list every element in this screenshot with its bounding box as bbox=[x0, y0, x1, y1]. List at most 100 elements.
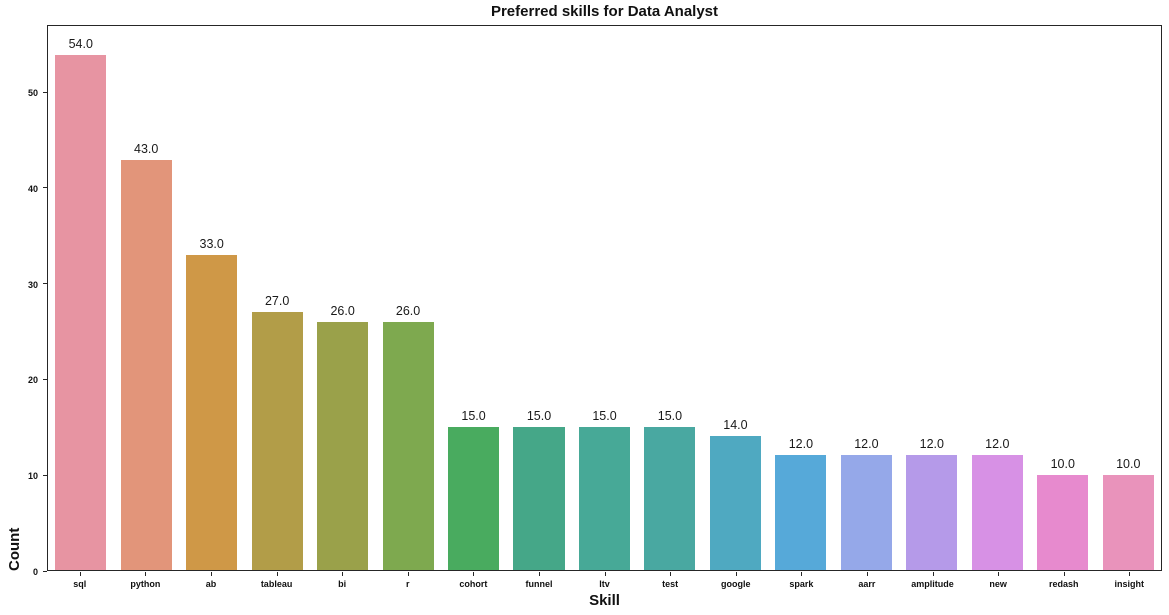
x-tick-mark bbox=[932, 572, 934, 576]
bar-value-label: 27.0 bbox=[264, 294, 290, 309]
x-tick-mark bbox=[538, 572, 540, 576]
bar-slot-amplitude: 12.0 bbox=[899, 26, 964, 570]
y-tick-label: 50 bbox=[27, 88, 38, 99]
bar-value-label: 15.0 bbox=[592, 408, 617, 423]
x-tick-mark bbox=[342, 572, 344, 576]
x-tick-label-amplitude: amplitude bbox=[900, 572, 966, 589]
x-tick-mark bbox=[145, 572, 147, 576]
bar-slot-tableau: 27.0 bbox=[244, 26, 309, 570]
x-tick-mark bbox=[604, 572, 606, 576]
bar-value-label: 26.0 bbox=[395, 303, 421, 318]
x-tick-mark bbox=[276, 572, 278, 576]
x-tick-label-bi: bi bbox=[309, 572, 375, 589]
x-tick-mark bbox=[1063, 572, 1065, 576]
bar-value-label: 33.0 bbox=[199, 237, 224, 252]
bar-slot-insight: 10.0 bbox=[1096, 26, 1161, 570]
bar-redash bbox=[1037, 474, 1089, 570]
bar-tableau bbox=[251, 312, 303, 570]
x-axis-label: Skill bbox=[589, 592, 620, 609]
y-tick-label: 20 bbox=[27, 375, 38, 386]
bar-amplitude bbox=[906, 455, 958, 570]
x-tick-label-google: google bbox=[703, 572, 769, 589]
bar-slot-r: 26.0 bbox=[375, 26, 440, 570]
x-tick-label-tableau: tableau bbox=[244, 572, 310, 589]
bar-value-label: 12.0 bbox=[919, 437, 944, 452]
bar-funnel bbox=[513, 426, 565, 570]
y-tick-label: 40 bbox=[27, 183, 38, 194]
x-tick-label-new: new bbox=[965, 572, 1031, 589]
x-tick-mark bbox=[866, 572, 868, 576]
bar-value-label: 43.0 bbox=[134, 141, 159, 156]
x-tick-label-cohort: cohort bbox=[441, 572, 507, 589]
y-tick-mark bbox=[43, 91, 47, 93]
bar-value-label: 14.0 bbox=[723, 418, 748, 433]
bar-slot-spark: 12.0 bbox=[768, 26, 833, 570]
x-tick-mark bbox=[735, 572, 737, 576]
bar-value-label: 15.0 bbox=[526, 408, 552, 423]
bar-sql bbox=[55, 54, 107, 570]
bar-slot-aarr: 12.0 bbox=[834, 26, 899, 570]
chart-title: Preferred skills for Data Analyst bbox=[490, 3, 719, 20]
bar-slot-ab: 33.0 bbox=[179, 26, 244, 570]
bar-value-label: 12.0 bbox=[788, 437, 814, 452]
x-axis: sql python ab tableau bi r cohort funnel ltv test… bbox=[47, 572, 1162, 589]
x-tick-label-ab: ab bbox=[178, 572, 244, 589]
y-axis: 0 10 20 30 40 50 bbox=[0, 25, 47, 577]
bar-insight bbox=[1102, 474, 1154, 570]
x-tick-label-spark: spark bbox=[769, 572, 835, 589]
x-tick-mark bbox=[670, 572, 672, 576]
bars-row: 54.0 43.0 33.0 27.0 26.0 26.0 15.0 15.0 15.0 15.0… bbox=[48, 26, 1161, 570]
bar-value-label: 26.0 bbox=[330, 303, 355, 318]
x-tick-mark bbox=[1129, 572, 1131, 576]
bar-google bbox=[709, 436, 761, 570]
x-tick-label-r: r bbox=[375, 572, 441, 589]
bar-slot-cohort: 15.0 bbox=[441, 26, 506, 570]
x-tick-mark bbox=[210, 572, 212, 576]
bar-test bbox=[644, 426, 696, 570]
bar-slot-bi: 26.0 bbox=[310, 26, 375, 570]
y-tick-label: 0 bbox=[32, 567, 38, 577]
x-tick-label-aarr: aarr bbox=[834, 572, 900, 589]
y-tick-label: 30 bbox=[27, 279, 38, 290]
bar-value-label: 12.0 bbox=[854, 437, 879, 452]
x-tick-label-sql: sql bbox=[47, 572, 113, 589]
bar-python bbox=[120, 159, 172, 570]
y-tick-mark bbox=[43, 283, 47, 285]
bar-r bbox=[382, 321, 434, 570]
bar-slot-funnel: 15.0 bbox=[506, 26, 571, 570]
bar-value-label: 15.0 bbox=[461, 408, 486, 423]
y-tick-mark bbox=[43, 187, 47, 189]
bar-value-label: 10.0 bbox=[1116, 456, 1141, 471]
bar-cohort bbox=[448, 426, 500, 570]
x-tick-label-insight: insight bbox=[1097, 572, 1163, 589]
bar-value-label: 15.0 bbox=[657, 408, 683, 423]
bar-spark bbox=[775, 455, 827, 570]
x-tick-mark bbox=[473, 572, 475, 576]
x-tick-mark bbox=[801, 572, 803, 576]
bar-slot-python: 43.0 bbox=[113, 26, 178, 570]
y-tick-mark bbox=[43, 570, 47, 572]
bar-value-label: 12.0 bbox=[985, 437, 1010, 452]
bar-ltv bbox=[578, 426, 630, 570]
y-tick-mark bbox=[43, 378, 47, 380]
x-tick-label-funnel: funnel bbox=[506, 572, 572, 589]
x-tick-mark bbox=[998, 572, 1000, 576]
bar-ab bbox=[186, 255, 238, 570]
bar-aarr bbox=[840, 455, 892, 570]
bar-slot-redash: 10.0 bbox=[1030, 26, 1095, 570]
bar-value-label: 10.0 bbox=[1050, 456, 1075, 471]
bar-slot-test: 15.0 bbox=[637, 26, 702, 570]
bar-slot-sql: 54.0 bbox=[48, 26, 113, 570]
x-tick-label-ltv: ltv bbox=[572, 572, 638, 589]
bar-new bbox=[971, 455, 1023, 570]
plot-area: 54.0 43.0 33.0 27.0 26.0 26.0 15.0 15.0 15.0 15.0… bbox=[47, 25, 1162, 571]
bar-value-label: 54.0 bbox=[68, 36, 93, 51]
x-tick-label-test: test bbox=[637, 572, 703, 589]
bar-slot-new: 12.0 bbox=[965, 26, 1030, 570]
y-tick-mark bbox=[43, 474, 47, 476]
x-tick-mark bbox=[79, 572, 81, 576]
bar-bi bbox=[317, 321, 369, 570]
x-tick-label-python: python bbox=[113, 572, 179, 589]
x-tick-label-redash: redash bbox=[1031, 572, 1097, 589]
